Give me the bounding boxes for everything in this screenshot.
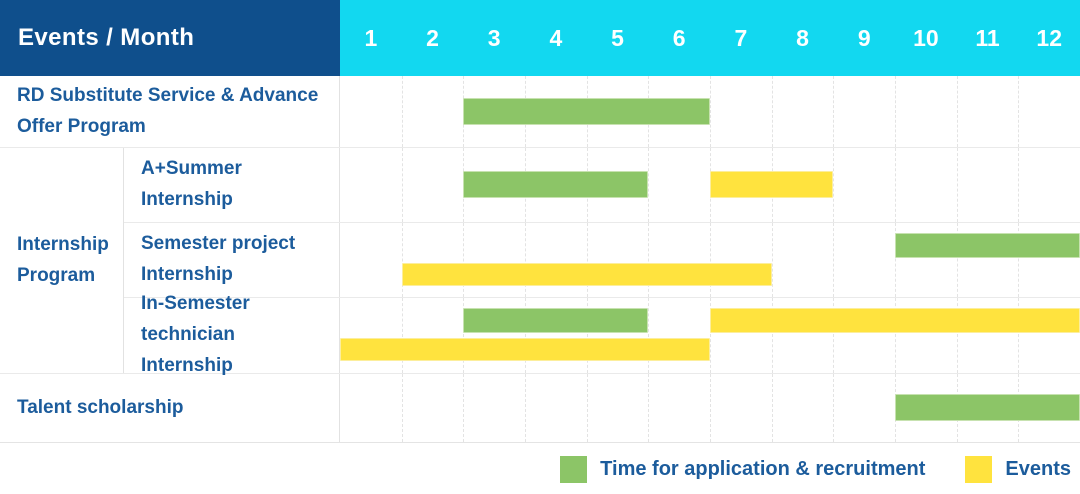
month-gridline [771, 76, 773, 147]
table-header: Events / Month 1 2 3 4 5 6 7 8 9 10 11 12 [0, 0, 1080, 76]
month-gridline [956, 223, 958, 297]
month-gridline [648, 148, 650, 222]
month-label: 4 [549, 24, 563, 51]
month-gridline [648, 374, 650, 442]
month-gridline [956, 298, 958, 373]
month-gridline [710, 374, 711, 442]
month-label: 8 [796, 24, 809, 51]
month-gridline [1018, 148, 1020, 222]
month-label: 3 [487, 24, 501, 51]
legend-item-event: Events [965, 456, 1071, 483]
legend-label: Events [1005, 458, 1071, 480]
row-label: A+Summer Internship [124, 148, 340, 222]
month-gridline [1018, 223, 1020, 297]
month-gridline [771, 298, 773, 373]
month-gridline [956, 76, 958, 147]
month-gridline [833, 76, 835, 147]
month-gridline [895, 298, 896, 373]
application-bar [895, 394, 1080, 421]
gantt-row-group: Internship Program A+Summer Internship Sem… [0, 147, 1080, 376]
gantt-row: RD Substitute Service & Advance Offer Pr… [0, 76, 1080, 147]
month-header-row: 1 2 3 4 5 6 7 8 9 10 11 12 [340, 0, 1080, 76]
month-gridline [586, 298, 588, 373]
event-bar [710, 308, 1080, 333]
gantt-row-chart [340, 298, 1080, 373]
month-label: 2 [426, 24, 439, 51]
gantt-row: In-Semester technician Internship [124, 293, 1080, 376]
month-gridline [895, 76, 896, 147]
month-label: 5 [611, 24, 624, 51]
month-gridline [1018, 76, 1020, 147]
row-label: Semester project Internship [124, 223, 340, 297]
application-bar [463, 171, 649, 198]
month-gridline [401, 223, 403, 297]
application-bar [895, 233, 1080, 258]
month-label: 12 [1036, 24, 1063, 51]
gantt-row-chart [340, 223, 1080, 297]
gantt-row-chart [340, 76, 1080, 147]
application-bar [463, 308, 649, 333]
legend-label: Time for application & recruitment [600, 458, 926, 480]
event-bar [401, 263, 772, 286]
month-gridline [463, 298, 465, 373]
group-rows: A+Summer Internship Semester project Inte… [124, 148, 1080, 376]
month-label: 10 [913, 24, 939, 51]
month-label: 7 [734, 24, 748, 51]
month-gridline [401, 298, 403, 373]
month-gridline [1018, 298, 1020, 373]
month-gridline [895, 148, 896, 222]
green-swatch-icon [560, 456, 588, 483]
month-gridline [463, 374, 465, 442]
month-gridline [771, 223, 773, 297]
gantt-body: RD Substitute Service & Advance Offer Pr… [0, 76, 1080, 443]
month-gridline [895, 223, 896, 297]
yellow-swatch-icon [965, 456, 993, 483]
month-label: 9 [857, 24, 871, 51]
month-gridline [648, 223, 650, 297]
row-label: Talent scholarship [0, 374, 340, 442]
month-gridline [833, 148, 835, 222]
month-gridline [463, 223, 465, 297]
month-gridline [833, 374, 835, 442]
gantt-row: Semester project Internship [124, 222, 1080, 297]
month-label: 1 [364, 24, 378, 51]
legend-item-application: Time for application & recruitment [560, 456, 925, 483]
gantt-row: Talent scholarship [0, 373, 1080, 442]
month-gridline [648, 298, 650, 373]
month-gridline [771, 374, 773, 442]
month-label: 11 [975, 24, 1000, 51]
application-bar [463, 97, 710, 125]
month-gridline [525, 374, 526, 442]
month-gridline [525, 298, 526, 373]
month-gridline [525, 223, 526, 297]
group-label: Internship Program [0, 148, 124, 373]
gantt-row-chart [340, 148, 1080, 222]
legend: Time for application & recruitment Events [560, 456, 1071, 483]
page-title: Events / Month [18, 24, 195, 51]
month-gridline [401, 374, 403, 442]
month-gridline [401, 148, 403, 222]
row-label: In-Semester technician Internship [124, 293, 340, 376]
row-label: RD Substitute Service & Advance Offer Pr… [0, 76, 340, 147]
month-gridline [401, 76, 403, 147]
month-gridline [710, 223, 711, 297]
month-label: 6 [672, 24, 686, 51]
event-bar [340, 338, 710, 361]
month-gridline [710, 76, 711, 147]
event-bar [710, 171, 834, 198]
month-gridline [833, 223, 835, 297]
gantt-row-chart [340, 374, 1080, 442]
header-title-cell: Events / Month [0, 0, 340, 76]
gantt-row: A+Summer Internship [124, 148, 1080, 222]
month-gridline [586, 374, 588, 442]
month-gridline [833, 298, 835, 373]
month-gridline [586, 223, 588, 297]
month-gridline [956, 148, 958, 222]
month-gridline [710, 298, 711, 373]
